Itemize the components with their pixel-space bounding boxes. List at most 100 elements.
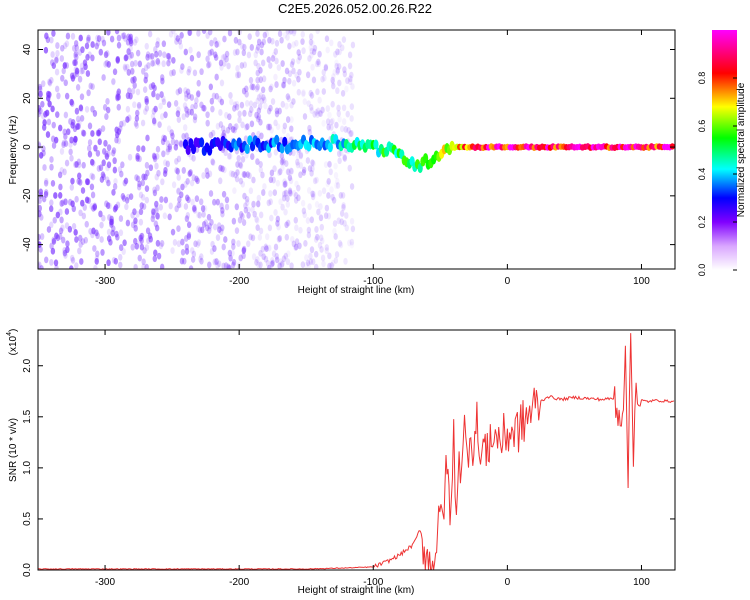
spectrogram-noise-point — [255, 83, 260, 91]
spectrogram-noise-point — [84, 196, 90, 204]
spectrogram-noise-point — [335, 48, 340, 56]
spectrogram-noise-point — [115, 57, 120, 64]
spectrogram-x-tick-label: 0 — [505, 276, 511, 287]
spectrogram-noise-point — [241, 245, 247, 253]
spectrogram-noise-point — [235, 65, 240, 72]
spectrogram-noise-point — [163, 166, 168, 174]
spectrogram-scatter — [38, 30, 356, 269]
spectrogram-noise-point — [63, 133, 68, 140]
spectrogram-noise-point — [224, 50, 230, 58]
spectrogram-noise-point — [287, 70, 293, 78]
spectrogram-noise-point — [68, 198, 73, 206]
spectrogram-noise-point — [320, 237, 325, 245]
spectrogram-noise-point — [80, 238, 86, 245]
spectrogram-noise-point — [291, 149, 296, 157]
spectrogram-noise-point — [312, 110, 317, 118]
spectrogram-noise-point — [46, 94, 51, 102]
spectrogram-noise-point — [329, 186, 334, 194]
spectrogram-noise-point — [337, 157, 342, 165]
spectrogram-noise-point — [288, 189, 293, 197]
spectrogram-noise-point — [38, 188, 44, 196]
spectrogram-noise-point — [230, 126, 236, 133]
spectrogram-noise-point — [281, 127, 287, 134]
spectrogram-noise-point — [287, 42, 292, 50]
spectrogram-noise-point — [154, 50, 159, 58]
spectrogram-noise-point — [294, 39, 299, 47]
spectrogram-noise-point — [220, 210, 225, 218]
spectrogram-noise-point — [290, 235, 295, 243]
spectrogram-noise-point — [266, 56, 271, 63]
spectrogram-noise-point — [39, 265, 44, 269]
spectrogram-noise-point — [168, 202, 173, 210]
spectrogram-noise-point — [349, 103, 355, 111]
spectrogram-noise-point — [154, 153, 160, 160]
spectrogram-noise-point — [269, 83, 274, 91]
spectrogram-noise-point — [116, 41, 122, 49]
spectrogram-noise-point — [290, 58, 296, 65]
spectrogram-noise-point — [276, 169, 282, 177]
spectrogram-noise-point — [171, 30, 176, 35]
snr-y-multiplier: (x104) — [6, 329, 19, 356]
spectrogram-noise-point — [175, 35, 180, 42]
spectrogram-noise-point — [318, 214, 324, 222]
spectrogram-noise-point — [254, 258, 259, 266]
spectrogram-noise-point — [212, 258, 217, 266]
spectrogram-noise-point — [120, 32, 126, 40]
figure-title: C2E5.2026.052.00.26.R22 — [278, 1, 432, 16]
spectrogram-noise-point — [98, 164, 104, 172]
spectrogram-noise-point — [285, 219, 291, 227]
spectrogram-noise-point — [247, 110, 253, 118]
spectrogram-noise-point — [124, 196, 130, 204]
spectrogram-noise-point — [189, 179, 195, 187]
spectrogram-noise-point — [341, 202, 346, 209]
spectrogram-noise-point — [343, 126, 348, 133]
spectrogram-noise-point — [281, 255, 287, 263]
spectrogram-noise-point — [205, 111, 210, 119]
spectrogram-noise-point — [184, 132, 189, 140]
spectrogram-x-tick-label: -100 — [363, 276, 383, 287]
spectrogram-noise-point — [280, 60, 285, 67]
spectrogram-noise-point — [246, 211, 251, 219]
spectrogram-noise-point — [288, 167, 294, 175]
spectrogram-noise-point — [329, 262, 334, 269]
spectrogram-noise-point — [240, 213, 245, 220]
spectrogram-noise-point — [87, 51, 92, 59]
spectrogram-noise-point — [289, 125, 294, 133]
spectrogram-noise-point — [304, 254, 309, 262]
spectrogram-noise-point — [311, 76, 317, 84]
spectrogram-noise-point — [259, 41, 265, 49]
spectrogram-noise-point — [106, 150, 111, 158]
spectrogram-noise-point — [116, 137, 122, 145]
spectrogram-noise-point — [230, 249, 235, 257]
spectrogram-noise-point — [291, 79, 297, 87]
spectrogram-noise-point — [79, 258, 84, 265]
spectrogram-noise-point — [258, 160, 263, 168]
spectrogram-noise-point — [321, 119, 326, 127]
spectrogram-noise-point — [349, 130, 354, 137]
spectrogram-noise-point — [255, 217, 260, 224]
spectrogram-noise-point — [96, 165, 102, 172]
spectrogram-noise-point — [55, 211, 61, 219]
spectrogram-noise-point — [308, 258, 314, 266]
spectrogram-noise-point — [150, 52, 155, 60]
spectrogram-noise-point — [90, 173, 96, 181]
spectrogram-noise-point — [147, 30, 153, 38]
spectrogram-noise-point — [179, 191, 184, 199]
spectrogram-noise-point — [183, 87, 188, 94]
spectrogram-noise-point — [133, 237, 138, 245]
spectrogram-noise-point — [77, 247, 82, 255]
spectrogram-noise-point — [297, 242, 302, 250]
colorbar-ticks: 0.0 0.2 0.4 0.6 0.8 — [697, 72, 737, 276]
spectrogram-noise-point — [136, 145, 141, 152]
spectrogram-noise-point — [308, 38, 314, 46]
spectrogram-noise-point — [190, 198, 195, 206]
spectrogram-noise-point — [330, 259, 336, 267]
spectrogram-noise-point — [158, 102, 163, 110]
spectrogram-noise-point — [196, 239, 202, 247]
spectrogram-noise-point — [258, 66, 263, 74]
spectrogram-noise-point — [240, 43, 245, 50]
spectrogram-noise-point — [49, 205, 54, 213]
spectrogram-noise-point — [282, 178, 287, 186]
spectrogram-noise-point — [327, 262, 332, 269]
spectrogram-noise-point — [195, 177, 200, 185]
